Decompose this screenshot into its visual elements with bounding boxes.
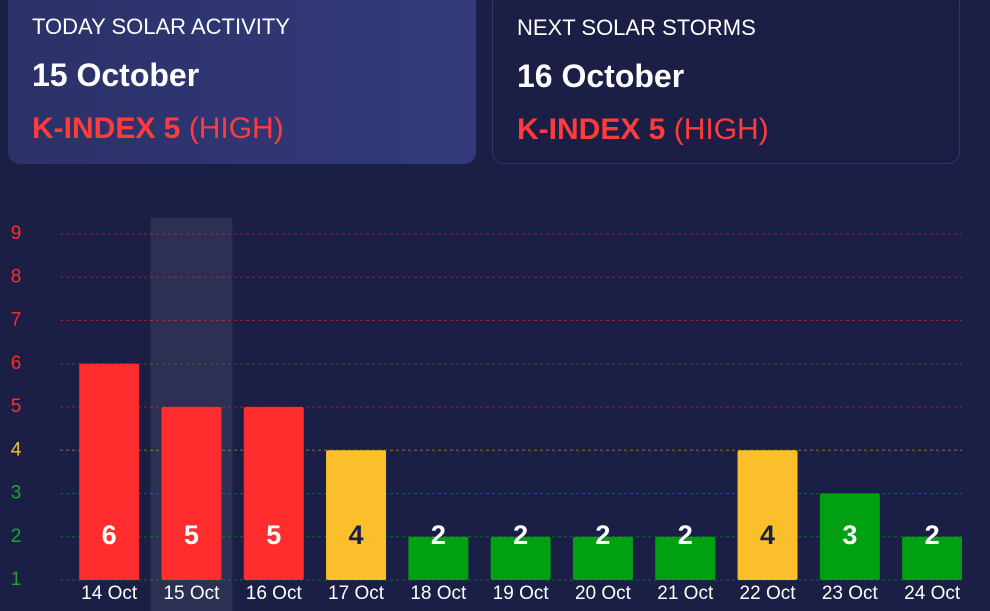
x-tick-label: 24 Oct xyxy=(904,583,961,604)
bar xyxy=(572,536,633,580)
value-label: 4 xyxy=(349,520,364,550)
value-label: 2 xyxy=(431,520,446,550)
card-date: 16 October xyxy=(517,58,685,94)
y-tick-label: 6 xyxy=(11,353,22,374)
x-tick-label: 17 Oct xyxy=(328,583,385,604)
value-label: 2 xyxy=(678,520,693,550)
y-tick-label: 9 xyxy=(11,223,22,244)
card-label: NEXT SOLAR STORMS xyxy=(517,15,756,40)
card-date: 15 October xyxy=(32,57,200,93)
y-tick-label: 2 xyxy=(11,526,22,547)
value-label: 5 xyxy=(266,520,281,550)
y-tick-label: 3 xyxy=(11,483,22,504)
x-tick-label: 18 Oct xyxy=(410,583,467,604)
value-label: 2 xyxy=(513,520,528,550)
bar xyxy=(79,363,140,580)
x-tick-label: 20 Oct xyxy=(575,583,632,604)
bar xyxy=(243,407,304,580)
x-tick-label: 23 Oct xyxy=(822,583,879,604)
plot: 6 14 Oct 5 15 Oct 5 16 Oct 4 17 Oct 2 18 Oct 2 19 O… xyxy=(60,218,962,611)
value-label: 2 xyxy=(595,520,610,550)
value-label: 5 xyxy=(184,520,199,550)
value-label: 4 xyxy=(760,520,775,550)
bar xyxy=(737,450,798,580)
bar xyxy=(902,536,962,580)
y-tick-label: 5 xyxy=(11,396,22,417)
bar xyxy=(326,450,387,580)
bar xyxy=(490,536,551,580)
y-tick-label: 8 xyxy=(11,266,22,287)
value-label: 3 xyxy=(842,520,857,550)
y-tick-label: 7 xyxy=(11,310,22,331)
y-tick-label: 4 xyxy=(11,439,22,460)
x-tick-label: 21 Oct xyxy=(657,583,714,604)
card-index: K-INDEX 5 (HIGH) xyxy=(517,113,935,147)
y-tick-label: 1 xyxy=(11,569,22,590)
bar xyxy=(819,493,880,580)
k-level: (HIGH) xyxy=(188,112,284,145)
x-tick-label: 16 Oct xyxy=(246,583,303,604)
k-level: (HIGH) xyxy=(673,113,769,146)
value-label: 2 xyxy=(925,520,940,550)
k-index: K-INDEX 5 xyxy=(32,112,181,145)
x-tick-label: 22 Oct xyxy=(740,583,797,604)
today-card: TODAY SOLAR ACTIVITY 15 October K-INDEX … xyxy=(8,0,476,164)
x-tick-label: 14 Oct xyxy=(81,583,138,604)
value-label: 6 xyxy=(102,520,117,550)
card-index: K-INDEX 5 (HIGH) xyxy=(32,112,452,146)
bar xyxy=(161,407,222,580)
k-index: K-INDEX 5 xyxy=(517,113,666,146)
next-card: NEXT SOLAR STORMS 16 October K-INDEX 5 (… xyxy=(492,0,960,164)
card-label: TODAY SOLAR ACTIVITY xyxy=(32,14,290,39)
x-tick-label: 19 Oct xyxy=(493,583,550,604)
bar xyxy=(655,536,716,580)
bar xyxy=(408,536,469,580)
x-tick-label: 15 Oct xyxy=(163,583,220,604)
